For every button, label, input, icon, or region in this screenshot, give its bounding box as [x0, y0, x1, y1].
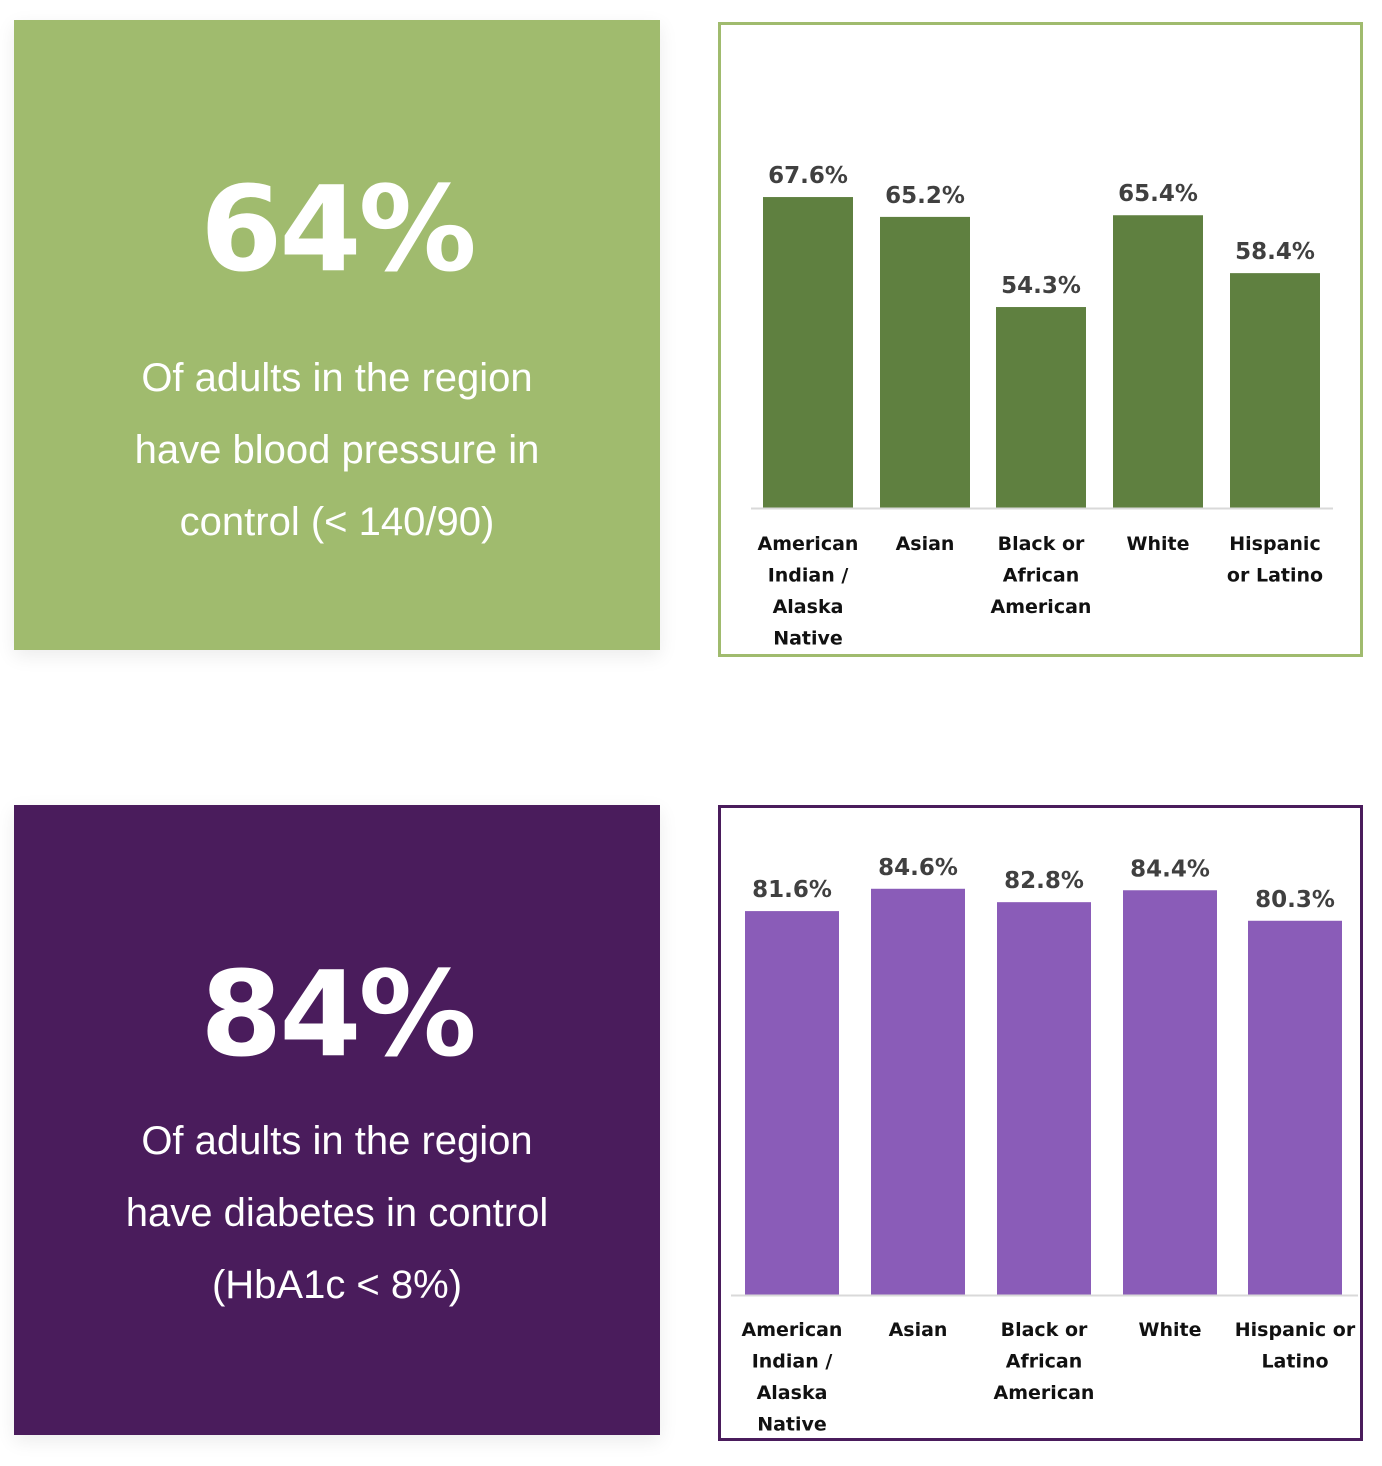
- description-line: (HbA1c < 8%): [211, 1263, 463, 1307]
- bar: [996, 307, 1086, 508]
- bar: [1230, 273, 1320, 508]
- bar: [1123, 890, 1217, 1295]
- category-label: Latino: [1261, 1351, 1328, 1373]
- diabetes-chart-svg: 81.6% American Indian / Alaska Native 84.6% As…: [731, 855, 1358, 1436]
- diabetes-chart: 81.6% American Indian / Alaska Native 84.6% As…: [718, 805, 1363, 1441]
- category-label: American: [742, 1319, 843, 1341]
- data-label: 80.3%: [1255, 887, 1335, 913]
- category-label: African: [1003, 565, 1079, 587]
- category-label: American: [994, 1382, 1095, 1404]
- data-label: 67.6%: [768, 163, 848, 189]
- diabetes-stat-description: Of adults in the region have diabetes in…: [54, 1105, 620, 1321]
- bar: [997, 902, 1091, 1295]
- diabetes-stat-panel: 84% Of adults in the region have diabete…: [14, 805, 660, 1435]
- blood-pressure-chart-svg: 67.6% American Indian / Alaska Native 65.2% As…: [751, 163, 1333, 650]
- description-line: have blood pressure in: [134, 428, 540, 472]
- blood-pressure-stat-description: Of adults in the region have blood press…: [74, 342, 600, 558]
- category-label: White: [1139, 1319, 1202, 1341]
- category-label: Native: [773, 628, 843, 650]
- category-label: Alaska: [773, 596, 844, 618]
- category-label: or Latino: [1227, 565, 1323, 587]
- category-label: Asian: [896, 533, 955, 555]
- description-line: Of adults in the region: [141, 356, 533, 400]
- blood-pressure-stat-value: 64%: [200, 160, 476, 298]
- bar: [880, 216, 970, 508]
- category-label: Indian /: [752, 1351, 833, 1373]
- category-label: Native: [757, 1414, 827, 1436]
- data-label: 81.6%: [752, 877, 832, 903]
- bar: [745, 911, 839, 1295]
- description-line: have diabetes in control: [125, 1191, 549, 1235]
- description-line: control (< 140/90): [179, 500, 495, 544]
- category-label: Alaska: [757, 1382, 828, 1404]
- category-label: African: [1006, 1351, 1082, 1373]
- category-label: White: [1127, 533, 1190, 555]
- data-label: 54.3%: [1001, 273, 1081, 299]
- data-label: 82.8%: [1004, 868, 1084, 894]
- category-label: Asian: [889, 1319, 948, 1341]
- data-label: 65.2%: [885, 183, 965, 209]
- bar: [871, 888, 965, 1295]
- blood-pressure-stat-panel: 64% Of adults in the region have blood p…: [14, 20, 660, 650]
- bar: [1248, 920, 1342, 1295]
- data-label: 84.6%: [878, 855, 958, 881]
- category-label: Black or: [1001, 1319, 1088, 1341]
- data-label: 65.4%: [1118, 181, 1198, 207]
- data-label: 84.4%: [1130, 856, 1210, 882]
- category-label: Black or: [998, 533, 1085, 555]
- category-label: American: [758, 533, 859, 555]
- data-label: 58.4%: [1235, 239, 1315, 265]
- bar: [1113, 215, 1203, 508]
- blood-pressure-chart: 67.6% American Indian / Alaska Native 65.2% As…: [718, 22, 1363, 657]
- diabetes-stat-value: 84%: [200, 945, 476, 1083]
- category-label: American: [991, 596, 1092, 618]
- category-label: Hispanic or: [1235, 1319, 1356, 1341]
- category-label: Indian /: [768, 565, 849, 587]
- bar: [763, 197, 853, 508]
- category-label: Hispanic: [1229, 533, 1320, 555]
- description-line: Of adults in the region: [141, 1119, 533, 1163]
